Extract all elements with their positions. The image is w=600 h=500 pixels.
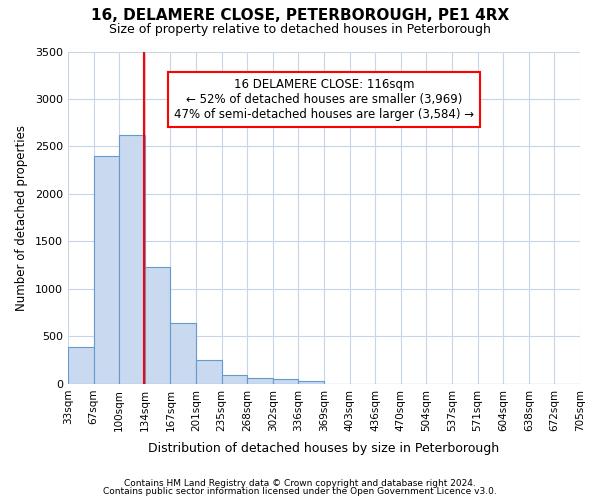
Bar [94, 156, 119, 384]
X-axis label: Distribution of detached houses by size in Peterborough: Distribution of detached houses by size … [148, 442, 500, 455]
Y-axis label: Number of detached properties: Number of detached properties [15, 124, 28, 310]
Text: Size of property relative to detached houses in Peterborough: Size of property relative to detached ho… [109, 22, 491, 36]
Bar [119, 135, 145, 384]
Bar [170, 323, 196, 384]
Bar [247, 378, 273, 384]
Bar [145, 267, 170, 384]
Bar [221, 375, 247, 384]
Bar [298, 381, 324, 384]
Text: Contains HM Land Registry data © Crown copyright and database right 2024.: Contains HM Land Registry data © Crown c… [124, 478, 476, 488]
Text: 16, DELAMERE CLOSE, PETERBOROUGH, PE1 4RX: 16, DELAMERE CLOSE, PETERBOROUGH, PE1 4R… [91, 8, 509, 22]
Bar [273, 379, 298, 384]
Text: Contains public sector information licensed under the Open Government Licence v3: Contains public sector information licen… [103, 487, 497, 496]
Bar [196, 360, 221, 384]
Text: 16 DELAMERE CLOSE: 116sqm
← 52% of detached houses are smaller (3,969)
47% of se: 16 DELAMERE CLOSE: 116sqm ← 52% of detac… [174, 78, 474, 121]
Bar [68, 347, 94, 384]
